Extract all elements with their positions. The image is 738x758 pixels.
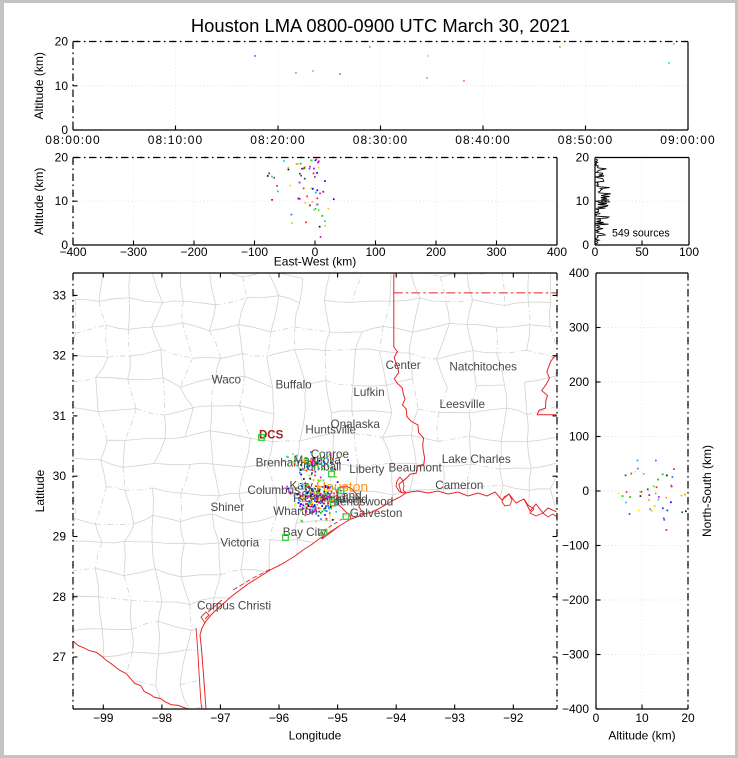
svg-text:Houston LMA 0800-0900 UTC Marc: Houston LMA 0800-0900 UTC March 30, 2021 — [191, 15, 570, 36]
svg-text:Columbus: Columbus — [247, 484, 300, 497]
svg-text:0: 0 — [582, 484, 589, 498]
svg-text:−99: −99 — [93, 711, 114, 725]
svg-text:−300: −300 — [562, 648, 589, 662]
svg-text:Friendswood: Friendswood — [326, 496, 393, 509]
svg-text:Buffalo: Buffalo — [276, 379, 313, 392]
svg-text:10: 10 — [576, 194, 590, 208]
svg-text:0: 0 — [582, 238, 589, 252]
svg-text:Pearland: Pearland — [321, 493, 368, 506]
svg-text:Beaumont: Beaumont — [389, 461, 443, 474]
svg-text:Tomball: Tomball — [301, 461, 341, 474]
svg-text:20: 20 — [55, 35, 69, 49]
svg-text:400: 400 — [569, 266, 589, 280]
svg-text:−400: −400 — [59, 245, 86, 259]
svg-text:Lufkin: Lufkin — [353, 386, 384, 399]
svg-text:Brenham: Brenham — [256, 456, 303, 469]
svg-text:Natchitoches: Natchitoches — [449, 361, 517, 374]
svg-text:Center: Center — [386, 359, 421, 372]
svg-text:200: 200 — [569, 375, 589, 389]
svg-text:−100: −100 — [241, 245, 268, 259]
svg-text:−96: −96 — [269, 711, 290, 725]
svg-text:0: 0 — [312, 245, 319, 259]
svg-text:100: 100 — [365, 245, 385, 259]
svg-text:Shiner: Shiner — [211, 501, 245, 514]
svg-text:North-South (km): North-South (km) — [700, 445, 714, 537]
svg-text:0: 0 — [593, 711, 600, 725]
svg-text:549 sources: 549 sources — [612, 228, 670, 240]
svg-text:Lake Charles: Lake Charles — [442, 453, 511, 466]
svg-text:Altitude (km): Altitude (km) — [32, 168, 46, 235]
svg-text:100: 100 — [679, 245, 699, 259]
svg-text:27: 27 — [53, 650, 67, 664]
svg-text:08:20:00: 08:20:00 — [250, 133, 306, 147]
svg-text:10: 10 — [635, 711, 649, 725]
svg-text:Liberty: Liberty — [349, 463, 384, 476]
svg-text:Altitude (km): Altitude (km) — [32, 52, 46, 119]
svg-text:Cameron: Cameron — [435, 479, 483, 492]
svg-text:20: 20 — [681, 711, 695, 725]
svg-text:DCS: DCS — [259, 430, 284, 442]
svg-text:08:00:00: 08:00:00 — [45, 133, 101, 147]
svg-text:Houston: Houston — [316, 479, 368, 495]
svg-text:0: 0 — [592, 245, 599, 259]
svg-text:33: 33 — [53, 288, 67, 302]
svg-text:−98: −98 — [152, 711, 173, 725]
svg-text:Latitude: Latitude — [33, 469, 47, 512]
svg-text:09:00:00: 09:00:00 — [660, 133, 716, 147]
svg-text:−94: −94 — [386, 711, 407, 725]
svg-text:300: 300 — [486, 245, 506, 259]
svg-text:Waco: Waco — [212, 373, 242, 386]
svg-text:400: 400 — [547, 245, 567, 259]
svg-text:Huntsville: Huntsville — [305, 423, 356, 436]
svg-text:200: 200 — [426, 245, 446, 259]
svg-text:0: 0 — [61, 123, 68, 137]
svg-text:31: 31 — [53, 409, 67, 423]
svg-text:50: 50 — [635, 245, 649, 259]
svg-text:Bay City: Bay City — [283, 526, 327, 539]
svg-text:Leesville: Leesville — [440, 398, 485, 411]
svg-text:Corpus Christi: Corpus Christi — [197, 599, 271, 612]
svg-text:20: 20 — [576, 151, 590, 165]
svg-text:Altitude (km): Altitude (km) — [608, 729, 675, 743]
svg-text:30: 30 — [53, 469, 67, 483]
svg-text:10: 10 — [55, 194, 69, 208]
svg-text:Longitude: Longitude — [289, 729, 342, 743]
svg-text:100: 100 — [569, 430, 589, 444]
svg-text:Galveston: Galveston — [350, 507, 403, 520]
svg-text:−97: −97 — [210, 711, 231, 725]
svg-text:−92: −92 — [503, 711, 524, 725]
svg-text:Onalaska: Onalaska — [331, 418, 381, 431]
svg-text:0: 0 — [61, 238, 68, 252]
svg-text:29: 29 — [53, 530, 67, 544]
svg-text:Victoria: Victoria — [220, 537, 259, 550]
svg-text:−200: −200 — [562, 593, 589, 607]
svg-text:08:40:00: 08:40:00 — [455, 133, 511, 147]
svg-text:−300: −300 — [120, 245, 147, 259]
svg-text:−93: −93 — [445, 711, 466, 725]
svg-text:08:30:00: 08:30:00 — [353, 133, 409, 147]
svg-text:28: 28 — [53, 590, 67, 604]
svg-text:East-West (km): East-West (km) — [274, 255, 356, 269]
svg-text:32: 32 — [53, 349, 67, 363]
svg-text:10: 10 — [55, 79, 69, 93]
svg-text:−400: −400 — [562, 702, 589, 716]
svg-text:300: 300 — [569, 321, 589, 335]
svg-text:−95: −95 — [327, 711, 348, 725]
svg-text:−100: −100 — [562, 539, 589, 553]
svg-text:08:10:00: 08:10:00 — [148, 133, 204, 147]
svg-text:20: 20 — [55, 151, 69, 165]
svg-text:−200: −200 — [180, 245, 207, 259]
svg-text:08:50:00: 08:50:00 — [558, 133, 614, 147]
